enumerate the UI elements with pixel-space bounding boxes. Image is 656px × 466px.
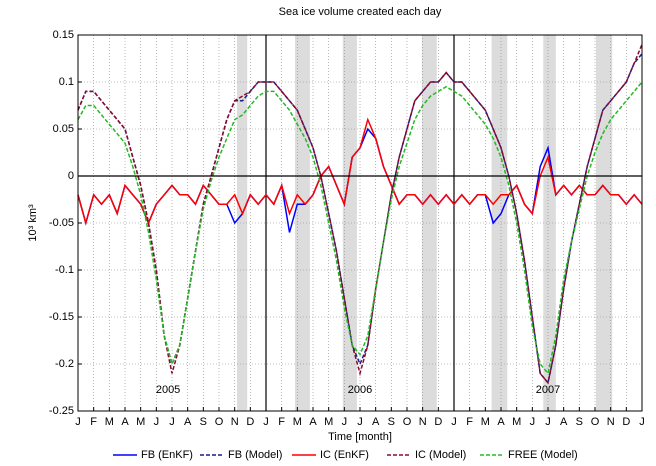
series-line xyxy=(77,44,643,385)
legend-label: FB (Model) xyxy=(228,449,282,461)
series-line xyxy=(77,117,643,226)
y-tick-label: -0.25 xyxy=(49,405,74,417)
x-tick-label: J xyxy=(263,416,269,428)
y-tick-label: 0.05 xyxy=(53,123,74,135)
x-tick-label: N xyxy=(231,416,239,428)
x-tick-label: A xyxy=(121,416,129,428)
x-tick-label: A xyxy=(309,416,317,428)
x-tick-label: J xyxy=(75,416,81,428)
x-tick-label: A xyxy=(184,416,192,428)
annotation: 2006 xyxy=(348,384,372,396)
y-tick-label: 0 xyxy=(68,170,74,182)
x-tick-label: S xyxy=(576,416,583,428)
x-tick-label: M xyxy=(512,416,521,428)
x-tick-label: J xyxy=(545,416,551,428)
x-tick-label: J xyxy=(169,416,175,428)
plot-frame xyxy=(77,34,643,412)
y-tick-label: -0.2 xyxy=(55,358,74,370)
legend-label: FREE (Model) xyxy=(508,449,578,461)
annotation: 2005 xyxy=(156,384,180,396)
x-tick-label: A xyxy=(497,416,505,428)
y-tick-label: -0.1 xyxy=(55,264,74,276)
x-tick-label: M xyxy=(324,416,333,428)
x-tick-label: F xyxy=(466,416,473,428)
x-tick-label: D xyxy=(246,416,254,428)
x-tick-label: A xyxy=(372,416,380,428)
y-tick-label: -0.15 xyxy=(49,311,74,323)
x-tick-label: N xyxy=(607,416,615,428)
x-tick-label: M xyxy=(481,416,490,428)
x-tick-label: A xyxy=(560,416,568,428)
legend-label: IC (EnKF) xyxy=(320,449,369,461)
x-tick-label: S xyxy=(200,416,207,428)
y-tick-label: 0.15 xyxy=(53,29,74,41)
x-tick-label: J xyxy=(154,416,160,428)
x-tick-label: M xyxy=(105,416,114,428)
x-tick-label: J xyxy=(530,416,536,428)
legend-label: FB (EnKF) xyxy=(141,449,193,461)
annotation: 2007 xyxy=(536,384,560,396)
y-axis-label: 10³ km³ xyxy=(27,204,39,242)
x-tick-label: O xyxy=(403,416,412,428)
chart-title: Sea ice volume created each day xyxy=(279,6,442,18)
x-tick-label: J xyxy=(357,416,363,428)
x-tick-label: D xyxy=(434,416,442,428)
x-axis-label: Time [month] xyxy=(328,431,392,443)
x-tick-label: F xyxy=(278,416,285,428)
series-line xyxy=(77,81,643,376)
x-tick-label: M xyxy=(293,416,302,428)
x-tick-label: F xyxy=(90,416,97,428)
x-tick-label: D xyxy=(622,416,630,428)
x-tick-label: J xyxy=(639,416,645,428)
x-tick-label: S xyxy=(388,416,395,428)
y-tick-label: 0.1 xyxy=(59,76,74,88)
x-tick-label: J xyxy=(342,416,348,428)
x-tick-label: M xyxy=(136,416,145,428)
x-tick-label: O xyxy=(591,416,600,428)
shaded-band xyxy=(237,35,248,411)
x-tick-label: O xyxy=(215,416,224,428)
y-tick-label: -0.05 xyxy=(49,217,74,229)
legend-label: IC (Model) xyxy=(415,449,466,461)
x-tick-label: N xyxy=(419,416,427,428)
x-tick-label: J xyxy=(451,416,457,428)
